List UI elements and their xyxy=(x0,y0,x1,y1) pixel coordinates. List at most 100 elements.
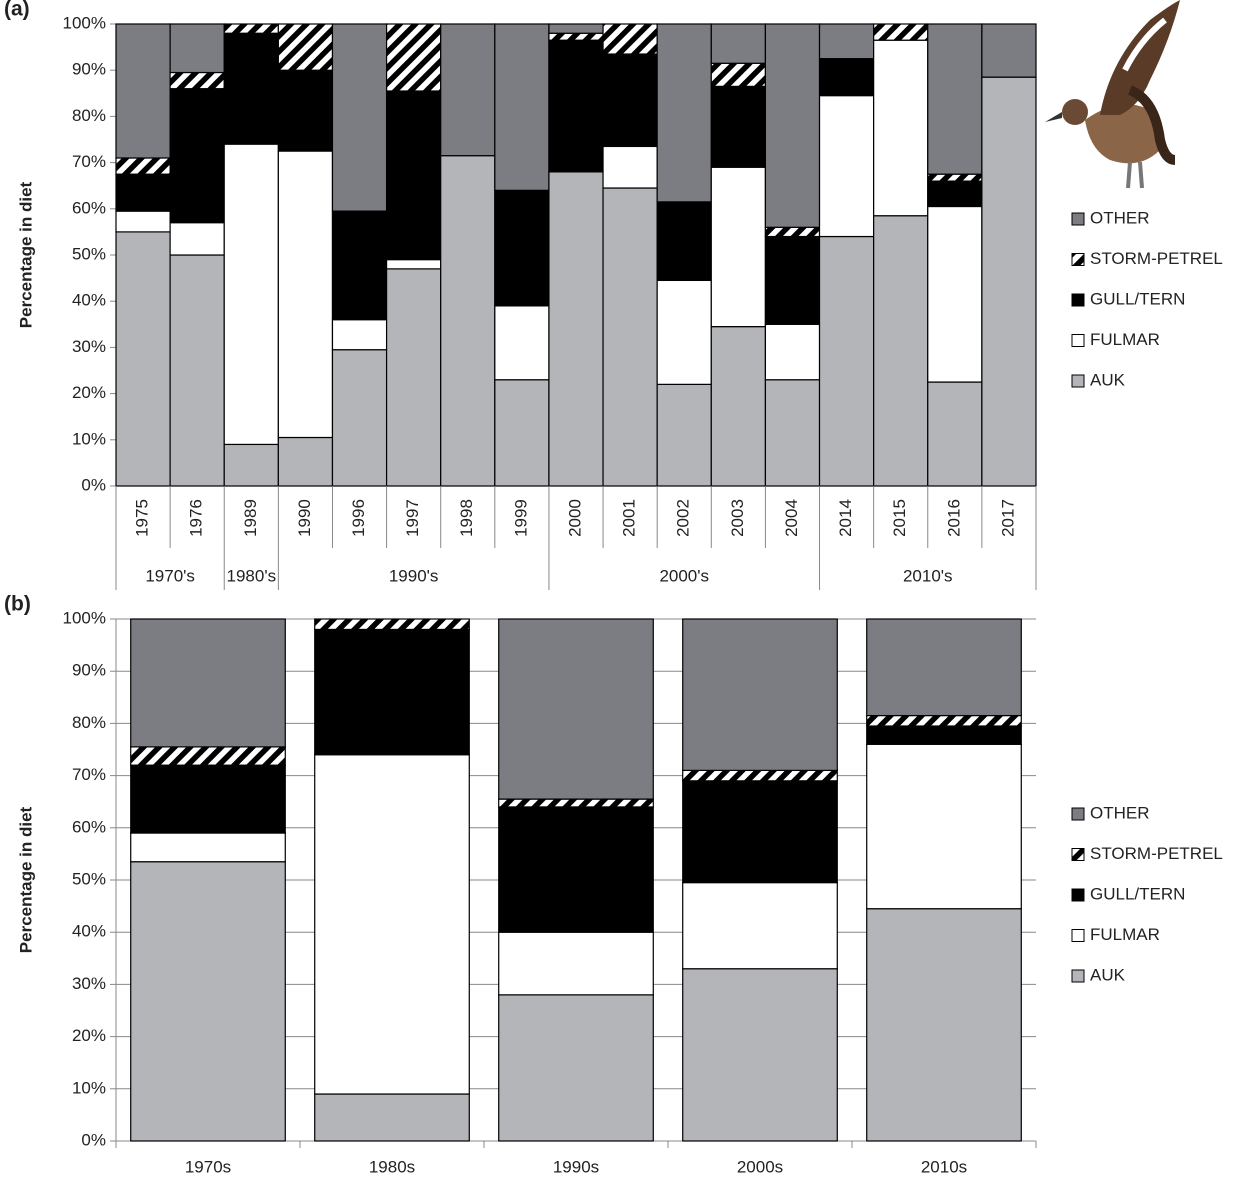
bar-segment xyxy=(498,931,654,996)
bar-segment xyxy=(115,157,171,175)
legend-swatch xyxy=(1071,212,1085,226)
bar-segment xyxy=(314,618,470,631)
x-tick-label: 1996 xyxy=(349,499,368,537)
x-group-label: 1970's xyxy=(145,566,195,585)
bar-segment xyxy=(169,23,225,74)
bar-segment xyxy=(682,769,838,782)
legend-label: AUK xyxy=(1090,370,1126,389)
bar-segment xyxy=(385,268,442,487)
legend-swatch xyxy=(1071,374,1085,388)
y-tick-label: 60% xyxy=(72,817,106,836)
legend-label: STORM-PETREL xyxy=(1090,249,1223,268)
bar-segment xyxy=(682,780,838,884)
y-tick-label: 10% xyxy=(72,429,106,448)
bar-segment xyxy=(494,305,550,381)
x-tick-label: 1975 xyxy=(133,499,152,537)
bar-segment xyxy=(602,53,658,148)
legend-swatch xyxy=(1071,888,1085,902)
x-tick-label: 2015 xyxy=(890,499,909,537)
bar-segment xyxy=(764,379,821,487)
bar-segment xyxy=(548,32,604,41)
bar-segment xyxy=(710,62,767,87)
bar-segment xyxy=(385,90,442,261)
y-tick-label: 90% xyxy=(72,60,106,79)
bar-segment xyxy=(710,326,767,487)
y-tick-label: 70% xyxy=(72,152,106,171)
bar-segment xyxy=(927,180,983,208)
bar-segment xyxy=(169,88,225,224)
y-tick-label: 50% xyxy=(72,244,106,263)
bar-segment xyxy=(494,23,550,191)
bar-segment xyxy=(277,23,334,71)
y-tick-label: 100% xyxy=(63,13,106,32)
x-tick-label: 1990s xyxy=(553,1157,599,1176)
bar-segment xyxy=(440,155,496,487)
bar-segment xyxy=(866,725,1022,745)
y-tick-label: 60% xyxy=(72,198,106,217)
bar-segment xyxy=(494,379,550,487)
panel-label: (a) xyxy=(4,0,30,21)
bar-segment xyxy=(981,23,1037,78)
legend-label: OTHER xyxy=(1090,208,1150,227)
bar-segment xyxy=(169,222,225,256)
bird-illustration xyxy=(1045,0,1180,189)
bar-segment xyxy=(498,798,654,808)
x-group-label: 2000's xyxy=(659,566,709,585)
legend-swatch xyxy=(1071,848,1085,861)
bar-segment xyxy=(656,201,712,282)
bar-segment xyxy=(115,23,171,159)
x-tick-label: 1980s xyxy=(369,1157,415,1176)
bar-segment xyxy=(682,882,838,970)
y-tick-label: 40% xyxy=(72,291,106,310)
x-tick-label: 1976 xyxy=(187,499,206,537)
bar-segment xyxy=(927,23,983,175)
bar-segment xyxy=(314,754,470,1095)
x-group-label: 1990's xyxy=(389,566,439,585)
legend-swatch xyxy=(1071,334,1085,347)
legend-label: GULL/TERN xyxy=(1090,884,1185,903)
bar-segment xyxy=(277,436,334,487)
x-tick-label: 2001 xyxy=(620,499,639,537)
bar-segment xyxy=(169,254,225,487)
legend-label: GULL/TERN xyxy=(1090,289,1185,308)
legend-swatch xyxy=(1071,293,1085,307)
bar-segment xyxy=(866,743,1022,910)
legend-swatch xyxy=(1071,807,1085,821)
bar-segment xyxy=(130,764,286,834)
x-tick-label: 2004 xyxy=(782,499,801,537)
bar-segment xyxy=(130,618,286,748)
bar-segment xyxy=(866,908,1022,1142)
bar-segment xyxy=(498,618,654,800)
bar-segment xyxy=(130,832,286,863)
bar-segment xyxy=(682,968,838,1142)
bar-segment xyxy=(818,23,875,60)
y-tick-label: 30% xyxy=(72,337,106,356)
bar-segment xyxy=(818,235,875,487)
y-tick-label: 0% xyxy=(81,475,106,494)
bar-segment xyxy=(873,23,929,41)
bar-segment xyxy=(873,39,929,217)
y-tick-label: 0% xyxy=(81,1130,106,1149)
bar-segment xyxy=(764,226,821,238)
bar-segment xyxy=(656,23,712,203)
legend-label: FULMAR xyxy=(1090,330,1160,349)
bar-segment xyxy=(385,23,442,92)
y-tick-label: 20% xyxy=(72,383,106,402)
y-tick-label: 90% xyxy=(72,661,106,680)
x-tick-label: 2002 xyxy=(674,499,693,537)
legend-swatch xyxy=(1071,969,1085,983)
bar-segment xyxy=(331,349,388,487)
x-group-label: 2010's xyxy=(903,566,953,585)
bar-segment xyxy=(548,39,604,173)
legend-swatch xyxy=(1071,253,1085,266)
y-tick-label: 80% xyxy=(72,713,106,732)
legend-swatch xyxy=(1071,929,1085,942)
y-tick-label: 10% xyxy=(72,1078,106,1097)
x-tick-label: 1990 xyxy=(295,499,314,537)
bar-segment xyxy=(710,166,767,328)
x-tick-label: 2016 xyxy=(944,499,963,537)
x-tick-label: 1970s xyxy=(185,1157,231,1176)
y-axis-label: Percentage in diet xyxy=(16,806,35,953)
